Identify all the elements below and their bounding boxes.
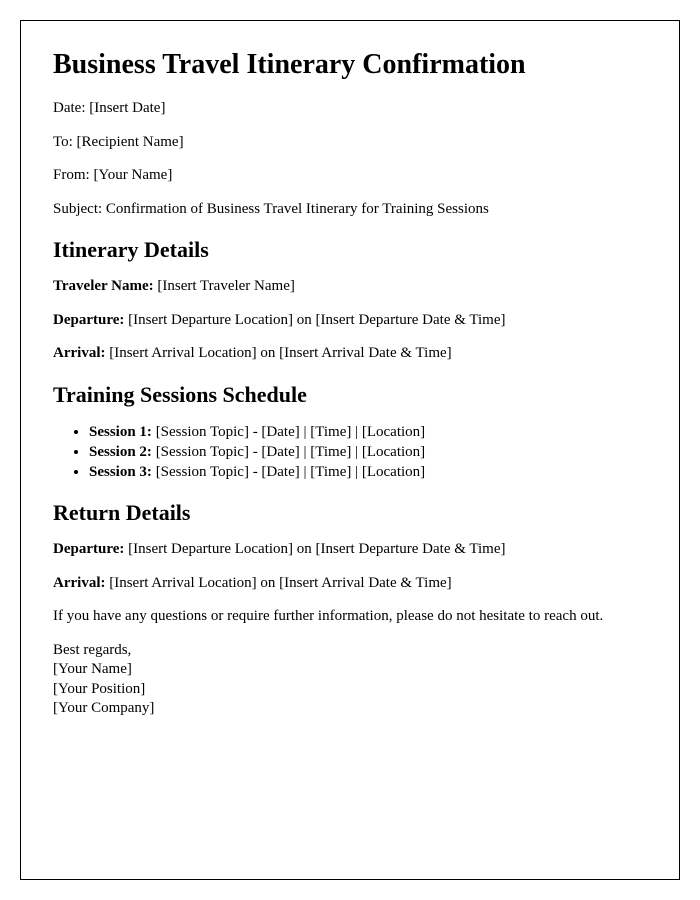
signoff-block: Best regards, [Your Name] [Your Position… [53, 641, 647, 719]
arrival-value: [Insert Arrival Location] on [Insert Arr… [109, 345, 451, 361]
signoff-company: [Your Company] [53, 699, 647, 719]
return-arrival-value: [Insert Arrival Location] on [Insert Arr… [109, 575, 451, 591]
itinerary-departure-line: Departure: [Insert Departure Location] o… [53, 311, 647, 331]
departure-value: [Insert Departure Location] on [Insert D… [128, 312, 505, 328]
from-value: [Your Name] [93, 167, 172, 183]
return-arrival-label: Arrival: [53, 575, 109, 591]
traveler-value: [Insert Traveler Name] [157, 278, 294, 294]
return-arrival-line: Arrival: [Insert Arrival Location] on [I… [53, 574, 647, 594]
return-departure-label: Departure: [53, 541, 128, 557]
subject-label: Subject: [53, 201, 106, 217]
return-heading: Return Details [53, 500, 647, 526]
date-value: [Insert Date] [89, 100, 165, 116]
meta-to: To: [Recipient Name] [53, 133, 647, 153]
session-label: Session 3: [89, 464, 156, 480]
session-value: [Session Topic] - [Date] | [Time] | [Loc… [156, 424, 425, 440]
session-label: Session 1: [89, 424, 156, 440]
date-label: Date: [53, 100, 89, 116]
session-label: Session 2: [89, 444, 156, 460]
signoff-position: [Your Position] [53, 680, 647, 700]
subject-value: Confirmation of Business Travel Itinerar… [106, 201, 489, 217]
itinerary-heading: Itinerary Details [53, 237, 647, 263]
traveler-label: Traveler Name: [53, 278, 157, 294]
training-heading: Training Sessions Schedule [53, 382, 647, 408]
regards: Best regards, [53, 641, 647, 661]
from-label: From: [53, 167, 93, 183]
sessions-list: Session 1: [Session Topic] - [Date] | [T… [89, 422, 647, 483]
return-departure-value: [Insert Departure Location] on [Insert D… [128, 541, 505, 557]
meta-from: From: [Your Name] [53, 166, 647, 186]
to-label: To: [53, 134, 77, 150]
itinerary-arrival-line: Arrival: [Insert Arrival Location] on [I… [53, 344, 647, 364]
traveler-line: Traveler Name: [Insert Traveler Name] [53, 277, 647, 297]
closing-note: If you have any questions or require fur… [53, 607, 647, 627]
list-item: Session 2: [Session Topic] - [Date] | [T… [89, 442, 647, 462]
list-item: Session 1: [Session Topic] - [Date] | [T… [89, 422, 647, 442]
meta-subject: Subject: Confirmation of Business Travel… [53, 200, 647, 220]
document-page: Business Travel Itinerary Confirmation D… [20, 20, 680, 880]
meta-date: Date: [Insert Date] [53, 99, 647, 119]
signoff-name: [Your Name] [53, 660, 647, 680]
departure-label: Departure: [53, 312, 128, 328]
to-value: [Recipient Name] [77, 134, 184, 150]
session-value: [Session Topic] - [Date] | [Time] | [Loc… [156, 464, 425, 480]
list-item: Session 3: [Session Topic] - [Date] | [T… [89, 462, 647, 482]
page-title: Business Travel Itinerary Confirmation [53, 49, 647, 81]
return-departure-line: Departure: [Insert Departure Location] o… [53, 540, 647, 560]
arrival-label: Arrival: [53, 345, 109, 361]
session-value: [Session Topic] - [Date] | [Time] | [Loc… [156, 444, 425, 460]
